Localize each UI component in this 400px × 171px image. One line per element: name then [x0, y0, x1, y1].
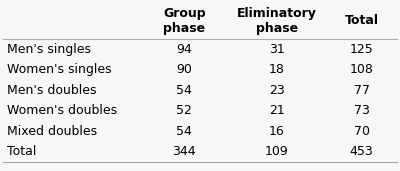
- Text: Men's singles: Men's singles: [7, 43, 91, 56]
- Text: Mixed doubles: Mixed doubles: [7, 125, 97, 138]
- Text: 23: 23: [269, 84, 285, 97]
- Text: 52: 52: [176, 104, 192, 117]
- Text: Total: Total: [345, 15, 379, 28]
- Text: 77: 77: [354, 84, 370, 97]
- Text: 108: 108: [350, 63, 374, 76]
- Text: 31: 31: [269, 43, 285, 56]
- Text: Women's singles: Women's singles: [7, 63, 111, 76]
- Text: 54: 54: [176, 84, 192, 97]
- Text: 54: 54: [176, 125, 192, 138]
- Text: 94: 94: [176, 43, 192, 56]
- Text: Group
phase: Group phase: [163, 7, 206, 35]
- Text: Eliminatory
phase: Eliminatory phase: [237, 7, 317, 35]
- Text: 344: 344: [172, 145, 196, 158]
- Text: 70: 70: [354, 125, 370, 138]
- Text: Men's doubles: Men's doubles: [7, 84, 96, 97]
- Text: Women's doubles: Women's doubles: [7, 104, 117, 117]
- Text: 125: 125: [350, 43, 374, 56]
- Text: 90: 90: [176, 63, 192, 76]
- Text: Total: Total: [7, 145, 36, 158]
- Text: 73: 73: [354, 104, 370, 117]
- Text: 18: 18: [269, 63, 285, 76]
- Text: 453: 453: [350, 145, 374, 158]
- Text: 109: 109: [265, 145, 289, 158]
- Text: 21: 21: [269, 104, 285, 117]
- Text: 16: 16: [269, 125, 285, 138]
